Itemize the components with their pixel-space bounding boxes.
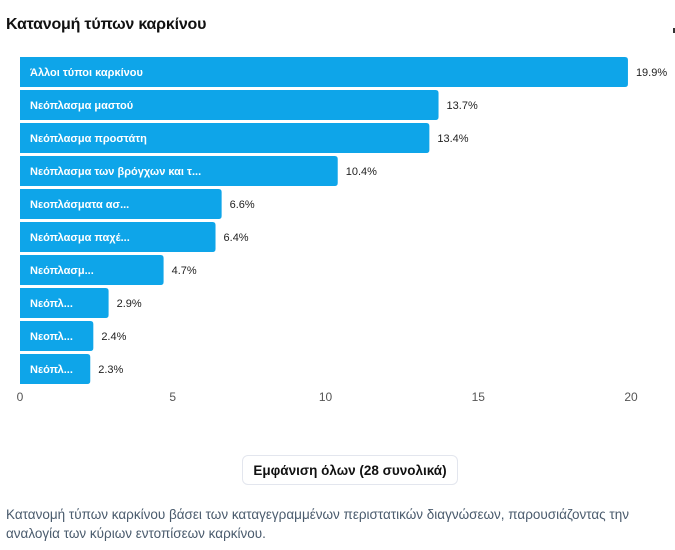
bar-value-label: 6.4% — [224, 232, 249, 244]
bar[interactable] — [20, 90, 439, 120]
chart-title: Κατανομή τύπων καρκίνου — [6, 16, 207, 33]
bar[interactable] — [20, 321, 94, 351]
x-tick-label: 10 — [319, 390, 333, 404]
bar-category-label: Νεόπλασμα παχέ... — [30, 232, 130, 244]
bar-value-label: 13.7% — [447, 100, 478, 112]
bar-category-label: Νεόπλασμ... — [30, 265, 94, 277]
x-axis-ticks: 0 5 10 15 20 — [17, 390, 638, 404]
bar-value-label: 2.4% — [101, 331, 126, 343]
bar-value-label: 6.6% — [230, 199, 255, 211]
bar[interactable] — [20, 123, 430, 153]
bars-layer: Άλλοι τύποι καρκίνου 19.9% Νεόπλασμα μαστο… — [20, 57, 667, 384]
corner-marker — [673, 28, 675, 33]
bar[interactable] — [20, 354, 91, 384]
chart-description: Κατανομή τύπων καρκίνου βάσει των καταγε… — [6, 507, 630, 541]
bar[interactable] — [20, 189, 222, 219]
bar[interactable] — [20, 222, 216, 252]
bar-value-label: 2.9% — [117, 298, 142, 310]
bar-category-label: Άλλοι τύποι καρκίνου — [30, 67, 143, 79]
bar-value-label: 10.4% — [346, 166, 377, 178]
bar-value-label: 19.9% — [636, 67, 667, 79]
x-tick-label: 20 — [624, 390, 638, 404]
bar-value-label: 4.7% — [172, 265, 197, 277]
bar-category-label: Νεόπλ... — [30, 298, 73, 310]
bar-value-label: 2.3% — [98, 364, 123, 376]
bar-value-label: 13.4% — [437, 133, 468, 145]
bar-category-label: Νεόπλ... — [30, 364, 73, 376]
bar-category-label: Νεόπλασμα προστάτη — [30, 133, 147, 145]
bar-category-label: Νεόπλασμα των βρόγχων και τ... — [30, 166, 201, 178]
x-tick-label: 15 — [472, 390, 486, 404]
bar-category-label: Νεόπλασμα μαστού — [30, 100, 133, 112]
x-tick-label: 0 — [17, 390, 24, 404]
bar-category-label: Νεοπλ... — [30, 331, 73, 343]
bar-category-label: Νεοπλάσματα ασ... — [30, 199, 129, 211]
bar[interactable] — [20, 288, 109, 318]
x-tick-label: 5 — [169, 390, 176, 404]
bar[interactable] — [20, 156, 338, 186]
bar-chart: Άλλοι τύποι καρκίνου 19.9% Νεόπλασμα μαστο… — [17, 57, 667, 404]
show-all-button[interactable]: Εμφάνιση όλων (28 συνολικά) — [242, 455, 458, 485]
bar[interactable] — [20, 57, 628, 87]
bar[interactable] — [20, 255, 164, 285]
